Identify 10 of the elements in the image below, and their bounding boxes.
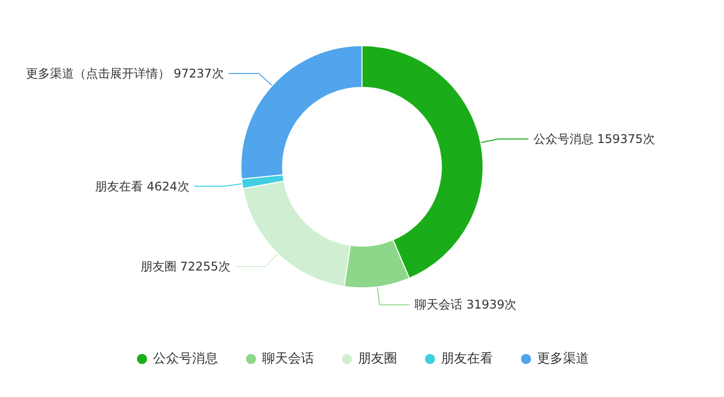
data-label: 朋友在看 4624次 — [94, 179, 190, 194]
data-label: 公众号消息 159375次 — [533, 132, 655, 146]
legend-label: 聊天会话 — [262, 352, 314, 366]
legend-label: 朋友在看 — [441, 352, 493, 366]
legend-label: 朋友圈 — [358, 352, 397, 366]
legend-label: 更多渠道 — [537, 352, 589, 366]
data-label: 更多渠道（点击展开详情） 97237次 — [26, 66, 224, 80]
data-label: 聊天会话 31939次 — [414, 298, 517, 312]
legend-label: 公众号消息 — [153, 352, 218, 366]
data-label: 朋友圈 72255次 — [140, 260, 230, 274]
